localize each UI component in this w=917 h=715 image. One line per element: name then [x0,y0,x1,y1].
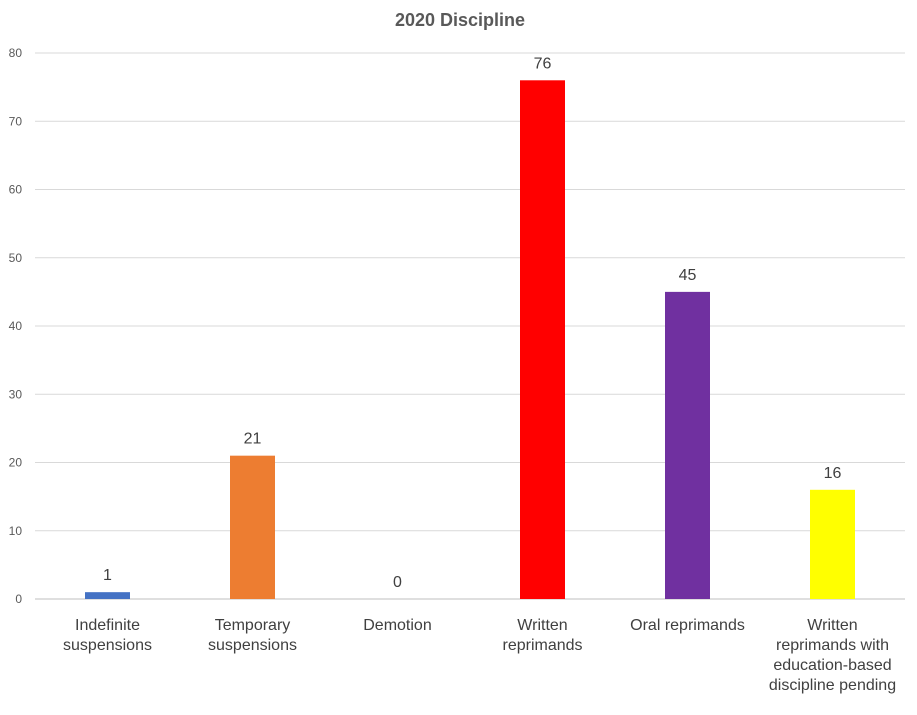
x-tick-label: Written [807,617,857,634]
y-tick-label: 0 [15,592,22,606]
x-tick-label: Oral reprimands [630,617,745,634]
bar [230,455,275,599]
x-tick-label: reprimands with [776,637,889,654]
data-label: 0 [393,574,402,591]
y-tick-label: 60 [9,183,23,197]
x-tick-label: discipline pending [769,677,896,694]
y-tick-label: 80 [9,46,23,60]
data-label: 1 [103,567,112,584]
bar [665,291,710,599]
x-tick-label: Indefinite [75,617,140,634]
chart-title: 2020 Discipline [395,10,525,30]
y-tick-label: 70 [9,114,23,128]
bar [85,592,130,599]
x-tick-label: Written [517,617,567,634]
x-tick-label: suspensions [63,637,152,654]
y-tick-label: 20 [9,456,23,470]
bar [810,489,855,599]
data-label: 16 [824,465,842,482]
x-tick-label: suspensions [208,637,297,654]
y-tick-label: 50 [9,251,23,265]
data-label: 76 [534,55,552,72]
y-tick-label: 10 [9,524,23,538]
x-tick-label: reprimands [502,637,582,654]
y-tick-label: 40 [9,319,23,333]
x-tick-label: education-based [773,657,891,674]
x-tick-label: Demotion [363,617,431,634]
y-tick-label: 30 [9,387,23,401]
x-tick-label: Temporary [215,617,291,634]
bar [520,80,565,600]
data-label: 45 [679,267,697,284]
data-label: 21 [244,431,262,448]
